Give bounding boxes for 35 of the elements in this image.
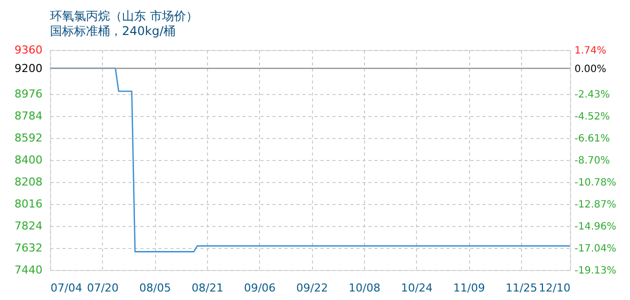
y-tick-label: 8400 bbox=[14, 154, 42, 166]
x-tick-label: 12/10 bbox=[538, 282, 570, 294]
y-tick-label: 7824 bbox=[14, 220, 42, 232]
y-tick-label: 7632 bbox=[14, 242, 42, 254]
y2-tick-label: -8.70% bbox=[574, 156, 610, 167]
y-tick-label: 8016 bbox=[14, 198, 42, 210]
x-tick-label: 11/09 bbox=[453, 282, 485, 294]
y2-tick-label: -19.13% bbox=[574, 266, 616, 276]
x-tick-label: 07/04 bbox=[50, 282, 82, 294]
y-tick-label: 8208 bbox=[14, 176, 42, 188]
y-tick-label: 8592 bbox=[14, 132, 42, 144]
y2-tick-label: -6.61% bbox=[574, 134, 610, 145]
y-tick-label: 9360 bbox=[14, 44, 42, 56]
y2-tick-label: -12.87% bbox=[574, 200, 616, 211]
y2-tick-label: -14.96% bbox=[574, 222, 616, 233]
y2-tick-label: 0.00% bbox=[574, 64, 606, 75]
y2-tick-label: -17.04% bbox=[574, 243, 616, 254]
x-tick-label: 08/21 bbox=[192, 282, 224, 294]
chart-title: 环氧氯丙烷（山东 市场价） bbox=[50, 9, 198, 23]
y2-tick-label: 1.74% bbox=[574, 46, 606, 56]
y2-tick-label: -2.43% bbox=[574, 89, 610, 100]
y-tick-label: 8784 bbox=[14, 110, 42, 122]
x-tick-label: 10/24 bbox=[400, 282, 433, 294]
x-tick-label: 09/22 bbox=[296, 282, 328, 294]
x-tick-label: 11/25 bbox=[506, 282, 538, 294]
chart-subtitle: 国标标准桶，240kg/桶 bbox=[50, 24, 176, 38]
y-tick-label: 8976 bbox=[14, 88, 42, 100]
y2-tick-label: -4.52% bbox=[574, 111, 610, 122]
x-tick-label: 10/08 bbox=[348, 282, 380, 294]
x-tick-label: 08/05 bbox=[139, 282, 172, 294]
y-tick-label: 7440 bbox=[14, 264, 42, 276]
x-tick-label: 07/20 bbox=[86, 282, 119, 294]
x-tick-label: 09/06 bbox=[244, 282, 276, 294]
y-tick-label: 9200 bbox=[14, 62, 42, 75]
y2-tick-label: -10.78% bbox=[574, 177, 616, 188]
